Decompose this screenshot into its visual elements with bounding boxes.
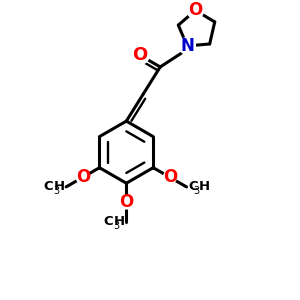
Text: O: O [133,46,148,64]
Circle shape [164,171,176,184]
Text: C: C [103,215,113,228]
Text: N: N [180,37,194,55]
Circle shape [187,2,204,19]
Text: 3: 3 [53,186,59,196]
Circle shape [179,38,195,54]
Text: C: C [188,180,198,194]
Text: O: O [188,1,202,19]
Circle shape [120,196,133,209]
Text: O: O [76,168,90,186]
Text: 3: 3 [113,221,120,231]
Text: H: H [114,215,125,228]
Text: O: O [163,168,177,186]
Circle shape [76,171,89,184]
Text: C: C [43,180,53,194]
Text: H: H [198,180,209,194]
Circle shape [131,46,149,64]
Text: O: O [119,194,134,211]
Text: H: H [54,180,65,194]
Text: 3: 3 [193,186,199,196]
